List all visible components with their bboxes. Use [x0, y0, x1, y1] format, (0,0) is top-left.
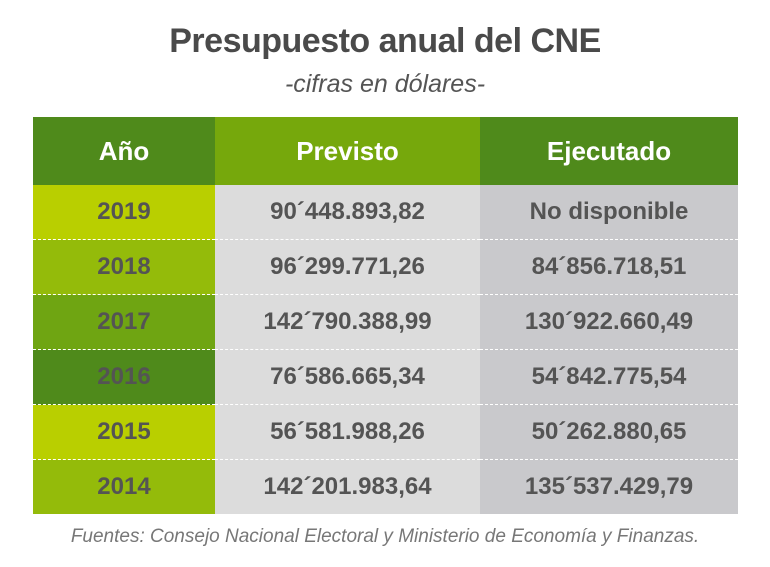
table-row: 2016 76´586.665,34 54´842.775,54	[33, 349, 738, 405]
column-header-year: Año	[33, 117, 215, 185]
year-cell: 2018	[33, 239, 215, 295]
table-row: 2014 142´201.983,64 135´537.429,79	[33, 459, 738, 514]
ejecutado-cell: 84´856.718,51	[480, 239, 738, 295]
table-row: 2015 56´581.988,26 50´262.880,65	[33, 404, 738, 460]
ejecutado-cell: 50´262.880,65	[480, 404, 738, 460]
header-row: Año Previsto Ejecutado	[33, 117, 738, 185]
ejecutado-cell: 135´537.429,79	[480, 459, 738, 514]
source-note: Fuentes: Consejo Nacional Electoral y Mi…	[70, 526, 700, 547]
year-cell: 2017	[33, 294, 215, 350]
previsto-cell: 90´448.893,82	[215, 185, 480, 240]
ejecutado-cell: 130´922.660,49	[480, 294, 738, 350]
table-row: 2018 96´299.771,26 84´856.718,51	[33, 239, 738, 295]
year-cell: 2015	[33, 404, 215, 460]
previsto-cell: 76´586.665,34	[215, 349, 480, 405]
year-cell: 2016	[33, 349, 215, 405]
previsto-cell: 96´299.771,26	[215, 239, 480, 295]
table-row: 2019 90´448.893,82 No disponible	[33, 185, 738, 240]
previsto-cell: 142´201.983,64	[215, 459, 480, 514]
year-cell: 2014	[33, 459, 215, 514]
ejecutado-cell: No disponible	[480, 185, 738, 240]
column-header-previsto: Previsto	[215, 117, 480, 185]
year-cell: 2019	[33, 185, 215, 240]
table-body: 2019 90´448.893,82 No disponible 2018 96´299…	[33, 185, 738, 514]
previsto-cell: 142´790.388,99	[215, 294, 480, 350]
table-row: 2017 142´790.388,99 130´922.660,49	[33, 294, 738, 350]
previsto-cell: 56´581.988,26	[215, 404, 480, 460]
chart-subtitle: -cifras en dólares-	[284, 70, 486, 98]
ejecutado-cell: 54´842.775,54	[480, 349, 738, 405]
budget-table: Año Previsto Ejecutado 2019 90´448.893,82…	[33, 117, 738, 514]
column-header-ejecutado: Ejecutado	[480, 117, 738, 185]
chart-title: Presupuesto anual del CNE	[169, 22, 601, 60]
